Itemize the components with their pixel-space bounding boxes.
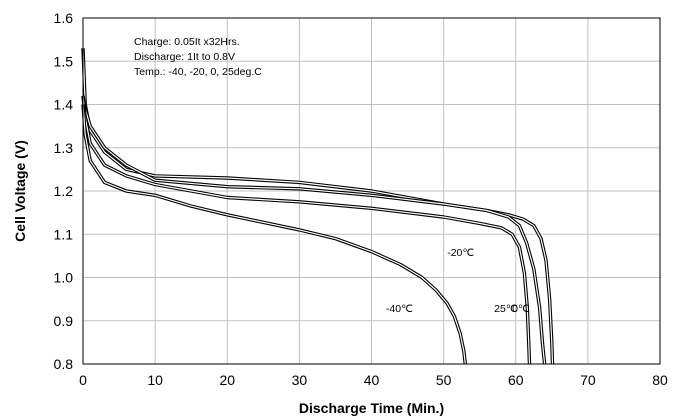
x-tick-label: 20 (219, 372, 235, 388)
y-axis-label: Cell Voltage (V) (12, 140, 28, 242)
test-conditions-annotation: Charge: 0.05It x32Hrs. Discharge: 1It to… (134, 36, 262, 78)
curve-label: -40℃ (386, 303, 413, 315)
curve-label: 25℃ (494, 303, 518, 315)
y-tick-label: 1.3 (54, 140, 74, 156)
x-tick-label: 0 (79, 372, 87, 388)
x-tick-label: 70 (580, 372, 596, 388)
curve-label: 0℃ (512, 303, 530, 315)
x-tick-labels: 0 10 20 30 40 50 60 70 80 (79, 372, 668, 388)
y-tick-label: 0.9 (54, 313, 74, 329)
curve-inner (82, 48, 554, 365)
curve-outline (81, 48, 555, 365)
discharge-condition-text: Discharge: 1It to 0.8V (134, 51, 235, 63)
y-tick-label: 1.6 (54, 10, 74, 26)
y-tick-label: 1.1 (54, 226, 74, 242)
charge-condition-text: Charge: 0.05It x32Hrs. (134, 36, 240, 48)
curve-label: -20℃ (447, 247, 474, 259)
series-curve-2 (81, 95, 532, 365)
y-tick-label: 0.8 (54, 356, 74, 372)
grid-lines (83, 18, 660, 364)
plot-frame (82, 17, 661, 365)
curve-inner (82, 104, 466, 365)
curve-outline (81, 95, 547, 365)
series-curve-1 (81, 95, 547, 365)
curve-labels: 25℃0℃ -20℃ -40℃ (386, 247, 530, 315)
y-tick-label: 1.0 (54, 270, 74, 286)
y-tick-label: 1.2 (54, 183, 74, 199)
x-tick-label: 40 (364, 372, 380, 388)
x-tick-label: 80 (652, 372, 668, 388)
temperature-condition-text: Temp.: -40, -20, 0, 25deg.C (134, 66, 262, 78)
curve-inner (82, 95, 546, 365)
y-tick-label: 1.4 (54, 97, 74, 113)
x-tick-label: 10 (147, 372, 163, 388)
series-curve-0 (81, 48, 555, 365)
y-tick-labels: 0.8 0.9 1.0 1.1 1.2 1.3 1.4 1.5 1.6 (54, 10, 74, 372)
y-tick-label: 1.5 (54, 53, 74, 69)
x-axis-label: Discharge Time (Min.) (299, 400, 444, 416)
x-tick-label: 30 (292, 372, 308, 388)
x-tick-label: 60 (508, 372, 524, 388)
discharge-curves (81, 48, 555, 365)
x-tick-label: 50 (436, 372, 452, 388)
curve-inner (82, 95, 531, 365)
series-curve-3 (81, 104, 467, 365)
